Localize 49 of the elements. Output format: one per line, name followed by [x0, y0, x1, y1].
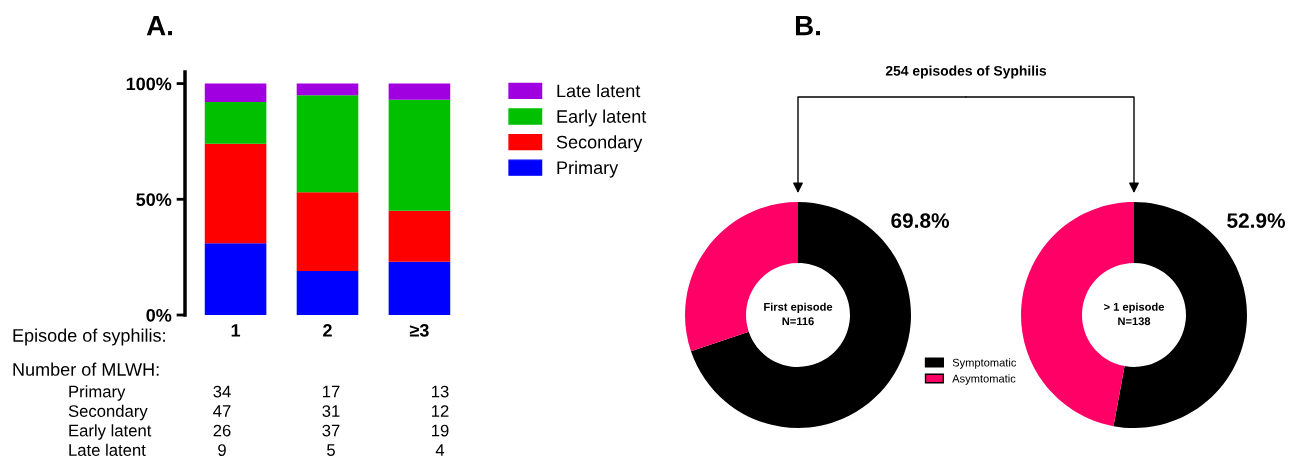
- text: 19: [432, 424, 449, 437]
- text: Secondary: [68, 404, 148, 421]
- bar: [296, 271, 359, 315]
- legend-label: Symptomatic: [952, 358, 1017, 369]
- chart-title: B.: [795, 16, 820, 36]
- bar: [296, 83, 359, 96]
- text: 26: [213, 424, 231, 437]
- bar: [204, 243, 267, 315]
- y-tick-label: 100%: [126, 77, 172, 91]
- text: 31: [322, 405, 340, 417]
- text: 34: [213, 385, 231, 398]
- text: 4: [435, 444, 445, 456]
- text: 37: [322, 424, 340, 437]
- text: > 1 episode N=138: [1104, 302, 1165, 326]
- legend-label: Primary: [557, 160, 619, 178]
- text: 47: [213, 405, 231, 417]
- text: First episode N=116: [764, 302, 833, 326]
- legend-label: Early latent: [557, 109, 647, 127]
- bar: [388, 261, 451, 315]
- text: Primary: [69, 385, 126, 401]
- legend-label: Late latent: [557, 84, 641, 98]
- bar: [296, 192, 359, 272]
- chart-title: A.: [146, 16, 172, 36]
- text: 9: [218, 444, 226, 456]
- text: 13: [432, 385, 449, 398]
- y-tick-label: 50%: [136, 193, 172, 207]
- bar: [296, 95, 359, 193]
- x-tick-label: ≥3: [409, 323, 429, 337]
- x-tick-label: 1: [231, 324, 241, 337]
- bar: [204, 143, 267, 244]
- data-label: 69.8%: [891, 213, 950, 228]
- text: Early latent: [69, 424, 152, 440]
- text: Number of MLWH:: [13, 362, 159, 376]
- y-tick-label: 0%: [146, 308, 172, 322]
- chart-subtitle: 254 episodes of Syphilis: [885, 65, 1047, 79]
- bar: [388, 83, 451, 100]
- x-axis-title: Episode of syphilis:: [13, 328, 165, 346]
- bar: [204, 102, 267, 144]
- legend-label: Secondary: [556, 135, 643, 153]
- text: 17: [323, 385, 340, 398]
- bar: [388, 99, 451, 211]
- data-label: 52.9%: [1227, 213, 1286, 228]
- text: Late latent: [69, 443, 146, 456]
- text: 5: [327, 444, 335, 456]
- legend-label: Asymtomatic: [952, 374, 1016, 385]
- x-tick-label: 2: [323, 323, 332, 337]
- text: 12: [432, 405, 449, 417]
- bar: [388, 210, 451, 262]
- bar: [204, 83, 267, 103]
